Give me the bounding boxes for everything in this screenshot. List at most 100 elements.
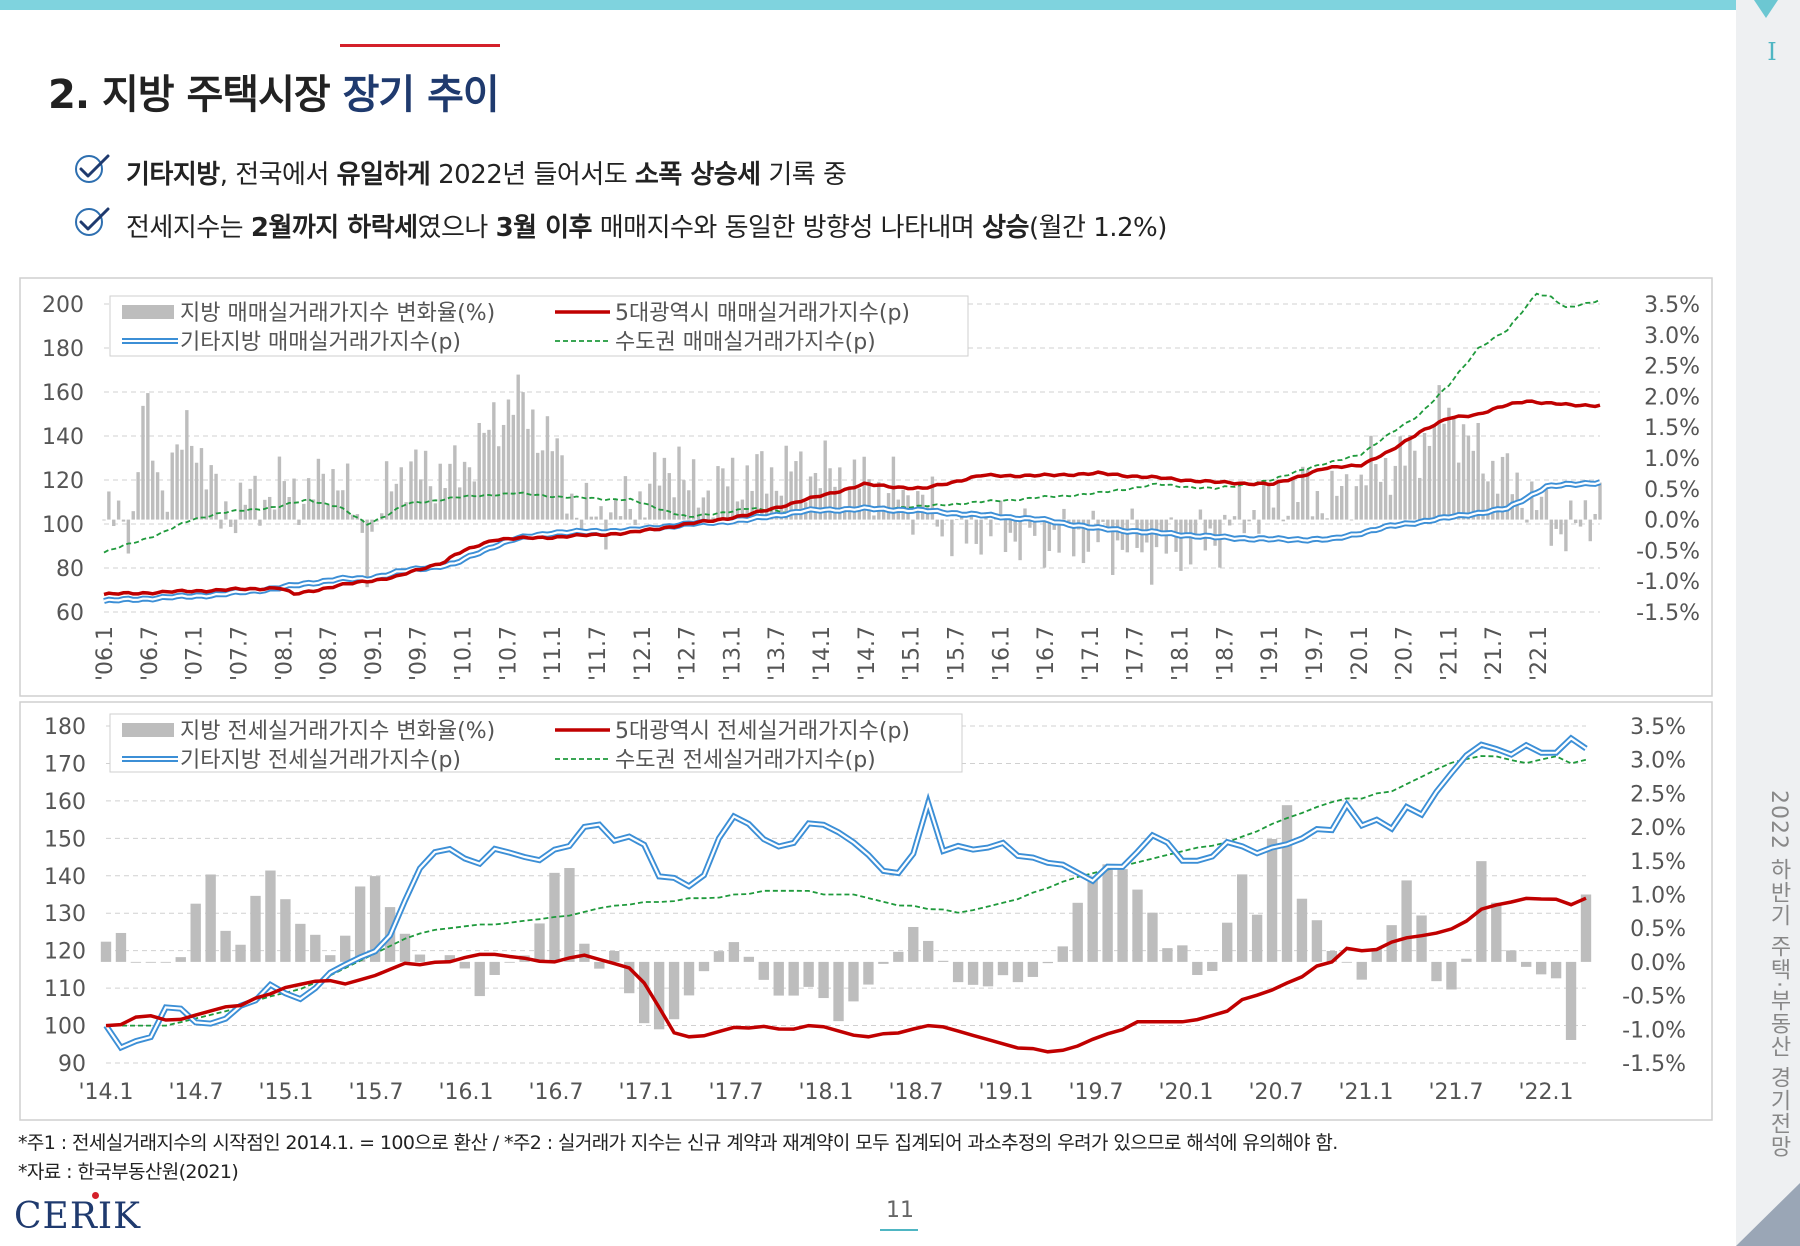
chart2-line-metro5 bbox=[105, 896, 1587, 1054]
check-icon bbox=[75, 154, 110, 183]
chart2-bar bbox=[952, 961, 964, 983]
chart1-bar bbox=[209, 465, 213, 520]
chart1-bar bbox=[735, 501, 740, 520]
chart2-bar bbox=[1132, 889, 1143, 962]
chart2-x-tick-label: '18.7 bbox=[888, 1080, 943, 1105]
chart1-bar bbox=[1525, 519, 1529, 523]
chart1-x-tick-label: '06.7 bbox=[138, 626, 163, 681]
chart2-bar bbox=[564, 868, 575, 962]
chart2-x-tick-label: '19.7 bbox=[1068, 1080, 1123, 1105]
chart2-bar bbox=[1580, 894, 1592, 962]
chart1-bar bbox=[199, 448, 204, 520]
chart1-bar bbox=[1184, 519, 1188, 538]
chart1-bar bbox=[1491, 460, 1495, 520]
chart1-bar bbox=[185, 410, 189, 520]
chart2-bar bbox=[803, 961, 814, 987]
chart1-bar bbox=[677, 446, 681, 520]
chart1-bar bbox=[691, 459, 696, 520]
chart2-bar bbox=[937, 960, 949, 962]
chart1-bar bbox=[891, 456, 896, 520]
chart1-bar bbox=[838, 467, 842, 520]
chart1-bar bbox=[443, 488, 447, 520]
chart1-bar bbox=[1593, 513, 1597, 520]
chart1-y2-tick-label: 2.5% bbox=[1644, 355, 1700, 380]
chart1-x-tick-label: '07.1 bbox=[183, 626, 208, 681]
chart1-bar bbox=[740, 499, 745, 520]
chart2-bar bbox=[444, 955, 456, 962]
chart1-bar bbox=[1286, 515, 1290, 520]
chart1-bar bbox=[648, 483, 652, 520]
chart1-x-tick-label: '11.1 bbox=[541, 626, 566, 681]
chart1-bar bbox=[1408, 435, 1412, 520]
chart1-bar bbox=[1573, 519, 1578, 524]
chart1-bar bbox=[613, 498, 618, 520]
chart1-bar bbox=[1359, 474, 1363, 520]
chart2-legend-label-capital: 수도권 전세실거래가지수(p) bbox=[615, 748, 876, 773]
chart1-bar bbox=[1111, 519, 1115, 575]
chart1-x-tick-label: '06.1 bbox=[93, 626, 118, 681]
chart1-bar bbox=[302, 503, 306, 520]
chart1-bar bbox=[1520, 507, 1524, 520]
section-numeral: I bbox=[1767, 38, 1777, 66]
chart1-bar bbox=[896, 499, 900, 520]
chart2-legend-swatch-bars bbox=[122, 723, 174, 737]
chart1-bar bbox=[243, 504, 248, 520]
chart1-bar bbox=[1242, 519, 1246, 534]
chart1-bar bbox=[258, 519, 262, 526]
chart1-bar bbox=[233, 519, 238, 534]
chart1-bar bbox=[112, 519, 116, 527]
chart2-bar bbox=[1281, 805, 1293, 962]
chart1-bar bbox=[667, 473, 671, 520]
chart1-bar bbox=[774, 490, 779, 520]
chart2-bar bbox=[265, 870, 276, 962]
right-sidebar bbox=[1736, 0, 1800, 1246]
chart1-bar bbox=[1403, 465, 1407, 520]
chart2-bar bbox=[624, 961, 635, 994]
chart1-bar bbox=[794, 461, 798, 520]
chart2-bar bbox=[1401, 880, 1412, 962]
chart1-x-tick-label: '11.7 bbox=[586, 626, 611, 681]
chart1-line-metro5 bbox=[103, 399, 1601, 597]
chart1-y2-tick-label: 3.5% bbox=[1644, 293, 1700, 318]
chart1-x-tick-label: '12.1 bbox=[631, 626, 656, 681]
chart1-bar bbox=[1067, 519, 1071, 524]
chart2-bar bbox=[310, 934, 321, 962]
chart1-bar bbox=[497, 446, 501, 520]
chart2-bar bbox=[728, 942, 740, 962]
chart1-bar bbox=[516, 374, 520, 520]
chart1-bar bbox=[1315, 491, 1320, 520]
chart1-bar bbox=[1466, 435, 1471, 520]
chart1-bar bbox=[657, 485, 662, 520]
chart2-bar bbox=[145, 961, 157, 963]
chart2-x-tick-label: '21.7 bbox=[1428, 1080, 1483, 1105]
chart1-bar bbox=[453, 445, 457, 520]
chart1-bar bbox=[297, 519, 301, 525]
chart1-bar bbox=[886, 493, 891, 520]
chart1-bar bbox=[389, 491, 394, 520]
chart1-bar bbox=[1452, 418, 1456, 520]
page-corner-fold bbox=[1736, 1183, 1800, 1246]
bullet-1-text-1: , 전국에서 bbox=[219, 160, 337, 190]
chart1-y-tick-label: 140 bbox=[42, 425, 84, 450]
chart1-bar bbox=[365, 519, 369, 588]
chart2-legend-label-other: 기타지방 전세실거래가지수(p) bbox=[180, 748, 461, 773]
chart1-x-tick-label: '09.1 bbox=[362, 626, 387, 681]
chart1-x-tick-label: '16.1 bbox=[989, 626, 1014, 681]
chart2-bar bbox=[1341, 961, 1352, 963]
chart1-bar bbox=[1247, 519, 1251, 522]
chart1-y-tick-label: 100 bbox=[42, 513, 84, 538]
chart1-bar bbox=[394, 483, 399, 520]
chart1-bar bbox=[1583, 500, 1588, 520]
chart1-x-tick-label: '15.1 bbox=[900, 626, 925, 681]
chart1-bar bbox=[633, 519, 637, 526]
chart1-bar bbox=[877, 481, 881, 520]
chart2-bar bbox=[220, 930, 231, 962]
chart1-bar bbox=[779, 495, 784, 520]
chart1-x-tick-label: '18.1 bbox=[1169, 626, 1194, 681]
chart2-bar bbox=[325, 955, 336, 962]
chart1-bar bbox=[355, 514, 360, 520]
chart1-bar bbox=[282, 481, 286, 520]
chart1-bar bbox=[141, 405, 145, 520]
title-accent-line bbox=[340, 44, 500, 47]
chart2-bar bbox=[668, 961, 680, 1020]
